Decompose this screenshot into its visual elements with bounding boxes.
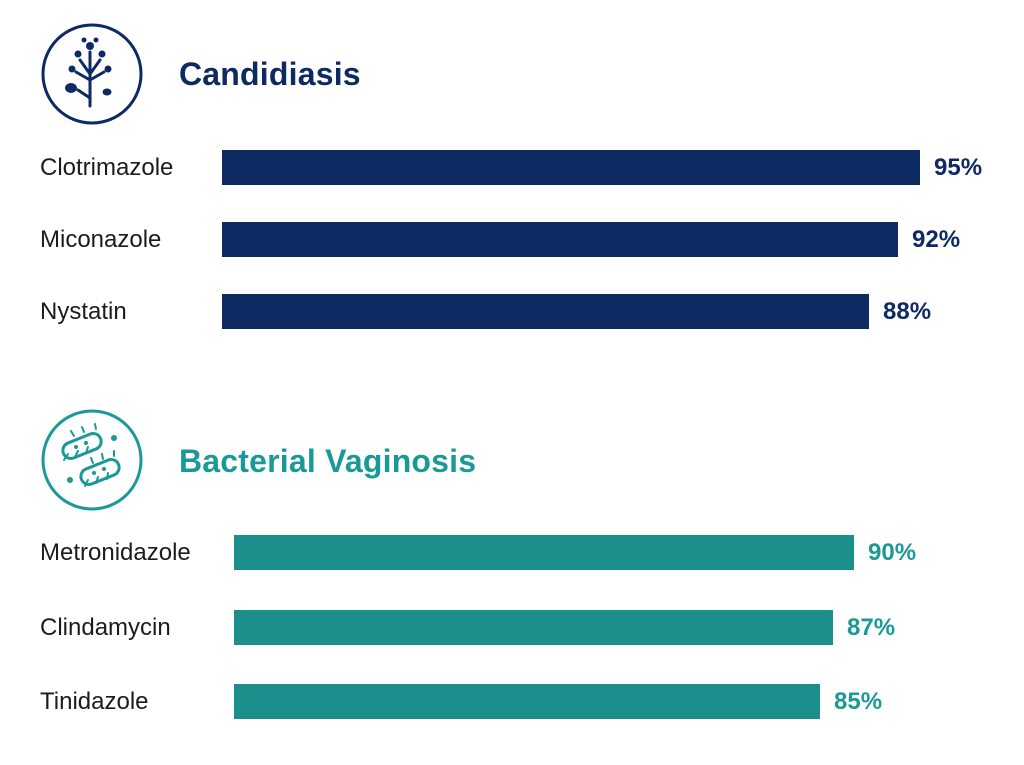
value-label: 95% <box>934 154 983 181</box>
category-label: Clindamycin <box>40 614 171 641</box>
bacteria-icon <box>40 408 144 512</box>
value-label: 92% <box>912 226 961 253</box>
bar <box>234 535 854 570</box>
bar-row: Tinidazole 85% <box>0 684 1024 720</box>
bar <box>222 294 869 329</box>
bar-row: Clindamycin 87% <box>0 610 1024 646</box>
bacterial-vaginosis-section: Bacterial Vaginosis Metronidazole 90% Clin… <box>0 400 1024 765</box>
bar <box>222 150 920 185</box>
fungus-icon <box>40 22 144 126</box>
bar-row: Nystatin 88% <box>0 294 1024 330</box>
candidiasis-section: Candidiasis Clotrimazole 95% Miconazole 92%… <box>0 0 1024 360</box>
bar <box>222 222 898 257</box>
category-label: Miconazole <box>40 226 162 253</box>
bar <box>234 610 833 645</box>
section-title: Candidiasis <box>179 56 361 92</box>
bar-row: Metronidazole 90% <box>0 535 1024 571</box>
value-label: 88% <box>883 298 932 325</box>
value-label: 87% <box>847 614 896 641</box>
category-label: Clotrimazole <box>40 154 174 181</box>
value-label: 90% <box>868 539 917 566</box>
bar <box>234 684 820 719</box>
value-label: 85% <box>834 688 883 715</box>
category-label: Tinidazole <box>40 688 149 715</box>
section-title: Bacterial Vaginosis <box>179 443 477 479</box>
bar-row: Clotrimazole 95% <box>0 150 1024 186</box>
category-label: Metronidazole <box>40 539 191 566</box>
category-label: Nystatin <box>40 298 127 325</box>
bar-row: Miconazole 92% <box>0 222 1024 258</box>
